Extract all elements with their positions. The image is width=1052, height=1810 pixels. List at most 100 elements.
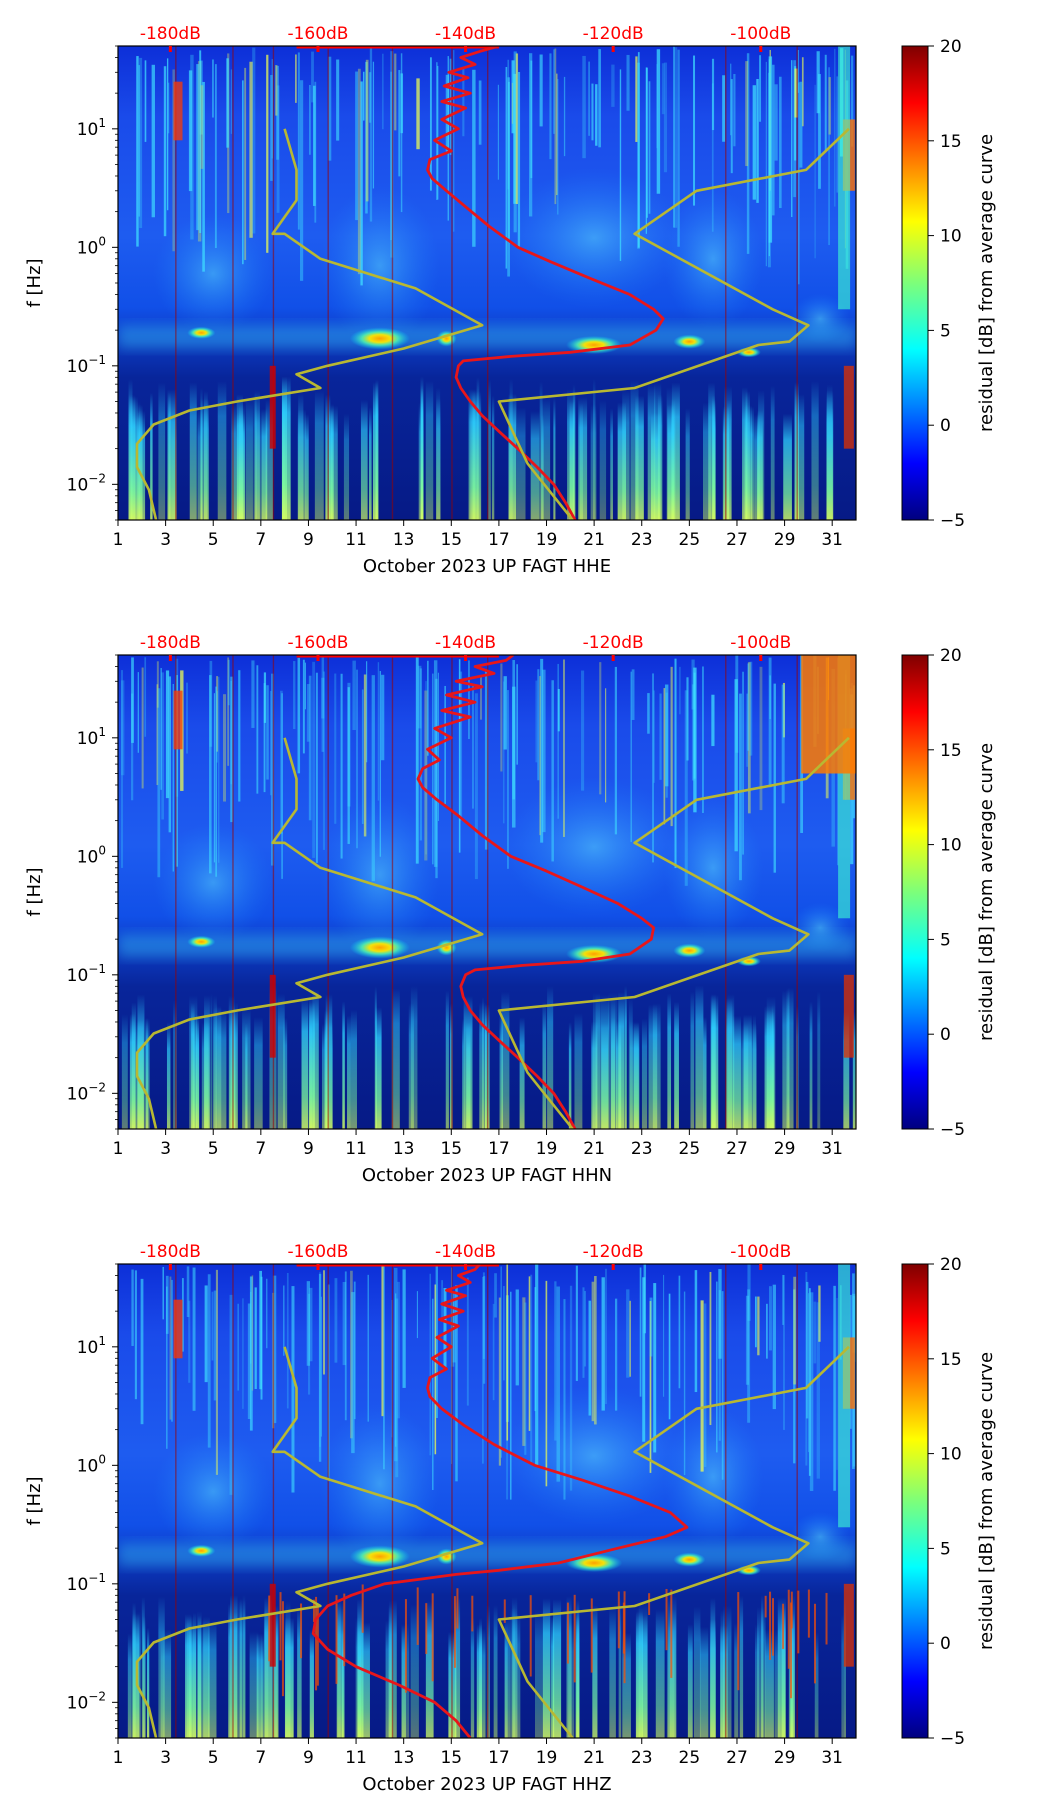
top-axis-tick-label: -100dB xyxy=(730,1242,791,1262)
x-tick-label: 19 xyxy=(536,530,558,550)
y-tick-label: 10−2 xyxy=(67,1080,106,1104)
top-axis-tick-label: -100dB xyxy=(730,24,791,44)
x-tick-label: 21 xyxy=(583,530,605,550)
x-tick-label: 31 xyxy=(821,1139,843,1159)
top-axis-tick-label: -140dB xyxy=(435,24,496,44)
y-tick-label: 101 xyxy=(77,1334,106,1358)
chart-panel-1: 1 3 5 7 9 11 13 15 17 19 21 23 25 27 29 3110−210−110010… xyxy=(24,24,997,577)
x-tick-label: 25 xyxy=(679,1748,701,1768)
top-axis-tick xyxy=(316,1264,320,1270)
top-axis-tick-label: -180dB xyxy=(140,1242,201,1262)
chart-panel-2: 1 3 5 7 9 11 13 15 17 19 21 23 25 27 29 3110−210−110010… xyxy=(24,633,997,1186)
heatmap xyxy=(118,1264,856,1738)
x-tick-label: 27 xyxy=(726,1748,748,1768)
top-axis-tick xyxy=(759,655,763,661)
y-tick-label: 10−1 xyxy=(67,962,106,986)
top-axis-tick xyxy=(168,1264,172,1270)
colorbar-tick-label: 15 xyxy=(940,741,962,761)
colorbar: 20 15 10 5 0 −5 residual [dB] from average cur… xyxy=(901,1255,997,1749)
top-axis-tick-label: -160dB xyxy=(287,24,348,44)
x-tick-label: 15 xyxy=(440,1139,462,1159)
top-axis-tick-label: -180dB xyxy=(140,633,201,653)
heatmap xyxy=(118,46,856,520)
series-line-1 xyxy=(311,1264,689,1738)
top-axis-tick-label: -180dB xyxy=(140,24,201,44)
y-tick-label: 101 xyxy=(77,116,106,140)
x-tick-label: 29 xyxy=(774,530,796,550)
x-tick-label: 17 xyxy=(488,530,510,550)
x-tick-label: 25 xyxy=(679,530,701,550)
x-tick-label: 23 xyxy=(631,1139,653,1159)
series-line-2-part-2 xyxy=(497,736,850,1129)
x-tick-label: 9 xyxy=(303,530,314,550)
colorbar-tick-label: 10 xyxy=(940,836,962,856)
x-tick-label: 5 xyxy=(208,530,219,550)
x-tick-label: 21 xyxy=(583,1748,605,1768)
x-tick-label: 13 xyxy=(393,1139,415,1159)
x-tick-label: 7 xyxy=(255,1748,266,1768)
top-axis-tick-label: -160dB xyxy=(287,1242,348,1262)
x-tick-label: 11 xyxy=(345,530,367,550)
top-axis-tick xyxy=(759,46,763,52)
top-axis-tick-label: -140dB xyxy=(435,1242,496,1262)
colorbar-tick-label: −5 xyxy=(940,1120,965,1140)
series-line-1 xyxy=(416,655,655,1129)
chart-panel-3: 1 3 5 7 9 11 13 15 17 19 21 23 25 27 29 3110−210−110010… xyxy=(24,1242,997,1795)
top-axis-tick-label: -120dB xyxy=(583,24,644,44)
series-line-2-part-2 xyxy=(497,1345,850,1738)
x-tick-label: 17 xyxy=(488,1139,510,1159)
x-tick-label: 21 xyxy=(583,1139,605,1159)
x-tick-label: 13 xyxy=(393,530,415,550)
x-tick-label: 9 xyxy=(303,1139,314,1159)
x-tick-label: 13 xyxy=(393,1748,415,1768)
top-axis-tick xyxy=(759,1264,763,1270)
top-axis-tick xyxy=(611,46,615,52)
series-line-1 xyxy=(426,46,665,520)
top-axis-tick xyxy=(316,655,320,661)
series-line-2-part-1 xyxy=(135,737,484,1129)
x-tick-label: 27 xyxy=(726,530,748,550)
colorbar-tick-label: −5 xyxy=(940,1729,965,1749)
top-axis-tick xyxy=(168,655,172,661)
top-axis-tick-label: -100dB xyxy=(730,633,791,653)
colorbar-tick-label: 0 xyxy=(940,416,951,436)
top-axis-tick-label: -160dB xyxy=(287,633,348,653)
y-tick-label: 10−2 xyxy=(67,1689,106,1713)
series-line-2-part-1 xyxy=(135,128,484,520)
x-tick-label: 19 xyxy=(536,1748,558,1768)
top-axis-tick xyxy=(168,46,172,52)
colorbar-label: residual [dB] from average curve xyxy=(976,1352,997,1650)
top-axis-tick-label: -120dB xyxy=(583,1242,644,1262)
top-axis-tick xyxy=(316,46,320,52)
x-tick-label: 27 xyxy=(726,1139,748,1159)
x-tick-label: 5 xyxy=(208,1139,219,1159)
series-line-2-part-1 xyxy=(135,1346,484,1738)
y-tick-label: 10−1 xyxy=(67,353,106,377)
colorbar-tick-label: 5 xyxy=(940,1539,951,1559)
x-tick-label: 7 xyxy=(255,530,266,550)
x-tick-label: 15 xyxy=(440,1748,462,1768)
x-tick-label: 1 xyxy=(113,1748,124,1768)
top-axis-tick xyxy=(464,655,468,661)
colorbar: 20 15 10 5 0 −5 residual [dB] from average cur… xyxy=(901,646,997,1140)
y-axis-label: f [Hz] xyxy=(24,867,45,916)
y-axis-label: f [Hz] xyxy=(24,1476,45,1525)
y-tick-label: 10−1 xyxy=(67,1571,106,1595)
x-tick-label: 25 xyxy=(679,1139,701,1159)
colorbar-tick-label: 20 xyxy=(940,37,962,57)
colorbar-tick-label: 5 xyxy=(940,930,951,950)
y-tick-label: 10−2 xyxy=(67,471,106,495)
x-tick-label: 1 xyxy=(113,530,124,550)
colorbar-tick-label: 10 xyxy=(940,1445,962,1465)
x-tick-label: 19 xyxy=(536,1139,558,1159)
colorbar-tick-label: −5 xyxy=(940,511,965,531)
x-tick-label: 11 xyxy=(345,1139,367,1159)
colorbar-label: residual [dB] from average curve xyxy=(976,134,997,432)
x-tick-label: 15 xyxy=(440,530,462,550)
x-tick-label: 29 xyxy=(774,1748,796,1768)
y-axis-label: f [Hz] xyxy=(24,258,45,307)
series-line-2-part-2 xyxy=(497,127,850,520)
x-tick-label: 29 xyxy=(774,1139,796,1159)
top-axis-tick xyxy=(611,1264,615,1270)
